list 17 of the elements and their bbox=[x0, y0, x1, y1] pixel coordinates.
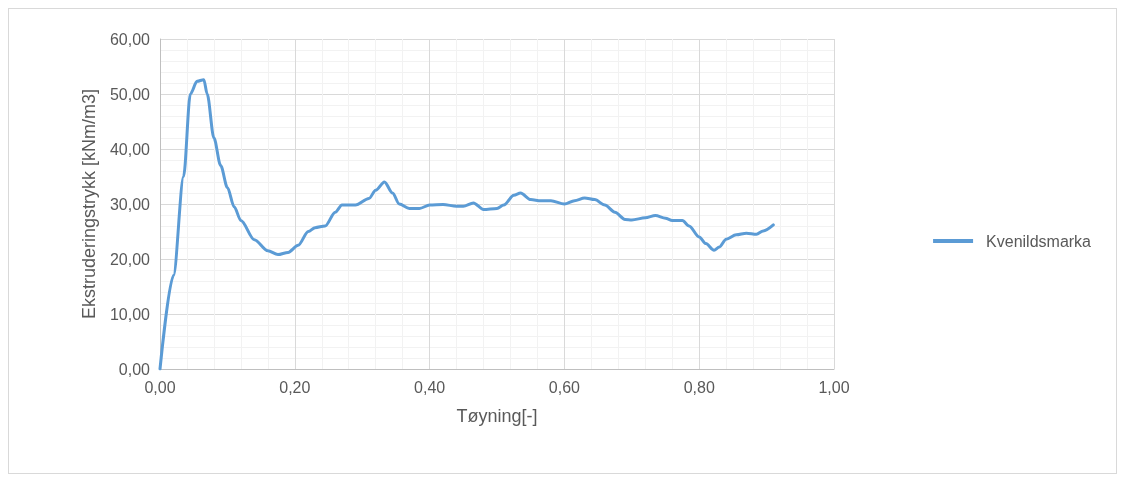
y-tick-label: 30,00 bbox=[109, 195, 151, 213]
legend-label: Kvenildsmarka bbox=[986, 232, 1092, 250]
y-tick-label: 60,00 bbox=[109, 30, 151, 48]
x-axis-title: Tøyning[-] bbox=[456, 406, 538, 426]
line-series bbox=[158, 78, 775, 371]
x-tick-label: 0,60 bbox=[548, 378, 581, 396]
y-axis-title: Ekstruderingstrykk [kNm/m3] bbox=[79, 88, 99, 320]
y-tick-label: 50,00 bbox=[109, 85, 151, 103]
y-tick-label: 10,00 bbox=[109, 305, 151, 323]
x-tick-label: 0,20 bbox=[279, 378, 311, 396]
x-tick-label: 0,00 bbox=[144, 378, 176, 396]
y-tick-label: 20,00 bbox=[109, 250, 151, 268]
x-tick-label: 0,40 bbox=[414, 378, 446, 396]
x-tick-label: 0,80 bbox=[683, 378, 715, 396]
y-tick-label: 0,00 bbox=[118, 360, 151, 378]
x-tick-label: 1,00 bbox=[818, 378, 850, 396]
y-tick-label: 40,00 bbox=[109, 140, 151, 158]
